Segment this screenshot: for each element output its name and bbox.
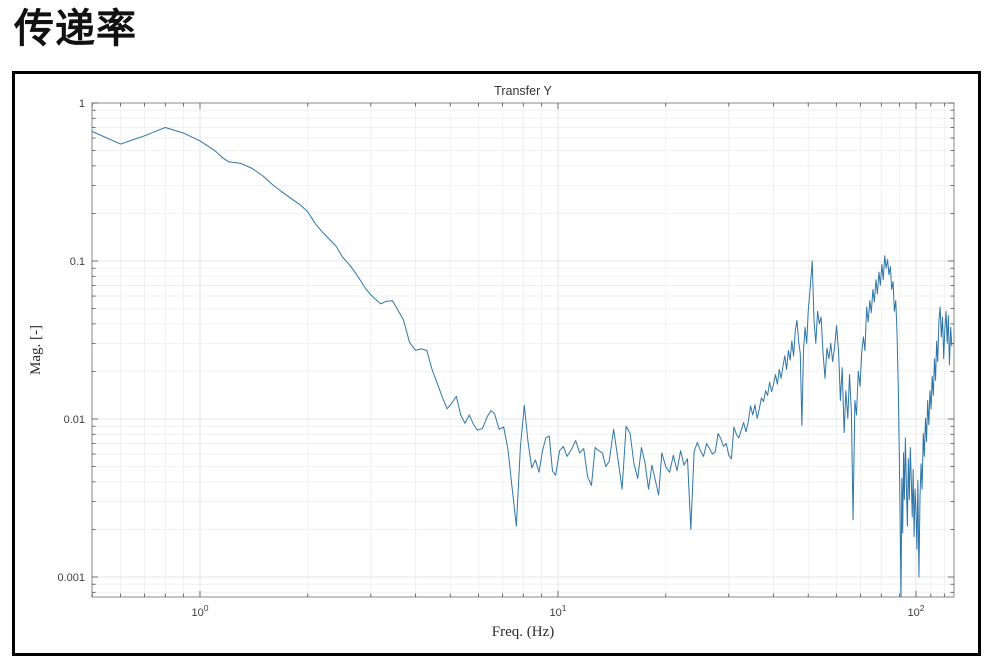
chart-title: Transfer Y	[494, 84, 552, 98]
y-axis-label: Mag. [-]	[28, 325, 44, 375]
y-tick-label: 0.1	[70, 256, 85, 268]
x-tick-label: 100	[192, 603, 209, 619]
gridlines	[91, 102, 954, 597]
transfer-chart: 1 0.1 0.01 0.001 100 101 102 Transfer Y Freq. …	[28, 84, 955, 640]
x-tick-label: 102	[908, 603, 925, 619]
x-axis-label: Freq. (Hz)	[492, 624, 554, 640]
page-title: 传递率	[14, 6, 137, 52]
y-tick-label: 0.001	[57, 572, 85, 584]
y-tick-label: 1	[79, 98, 85, 110]
series-line-transfer-y	[92, 126, 953, 597]
y-tick-label: 0.01	[64, 414, 85, 426]
x-tick-label: 101	[550, 603, 567, 619]
axis-tick-labels: 1 0.1 0.01 0.001 100 101 102	[57, 98, 924, 619]
figure-frame: 1 0.1 0.01 0.001 100 101 102 Transfer Y Freq. …	[12, 71, 981, 656]
axis-ticks	[91, 102, 954, 597]
